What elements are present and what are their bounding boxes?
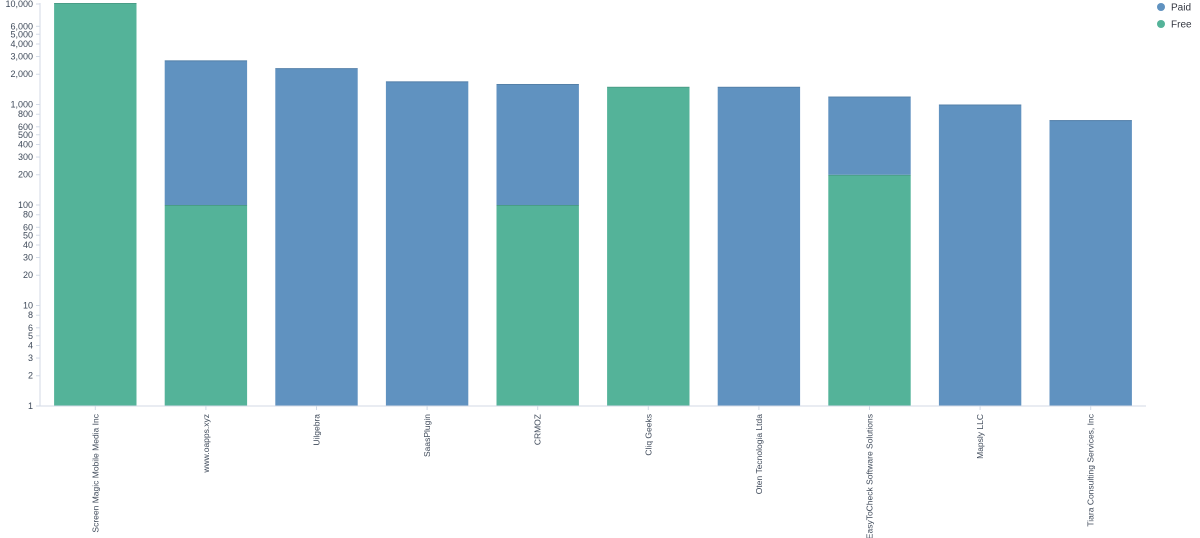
y-tick-label: 200	[18, 170, 33, 180]
y-tick-label: 6,000	[10, 21, 33, 31]
y-tick-label: 3,000	[10, 52, 33, 62]
y-tick-label: 600	[18, 122, 33, 132]
legend-label-free: Free	[1171, 20, 1192, 31]
legend-label-paid: Paid	[1171, 3, 1191, 14]
y-tick-label: 50	[23, 230, 33, 240]
y-tick-label: 1	[28, 401, 33, 411]
y-tick-label: 10,000	[5, 0, 33, 9]
legend: Paid Free	[1157, 3, 1192, 31]
y-tick-label: 40	[23, 240, 33, 250]
x-category-label: Oten Tecnologia Ltda	[754, 414, 764, 494]
x-category-label: Mapsly LLC	[975, 414, 985, 459]
bars-group	[54, 3, 1132, 407]
y-tick-label: 6	[28, 323, 33, 333]
y-tick-label: 400	[18, 139, 33, 149]
x-axis: Screen Magic Mobile Media Inc www.oapps.x…	[40, 405, 1146, 538]
y-tick-label: 60	[23, 222, 33, 232]
bar-paid-10[interactable]	[1049, 120, 1132, 406]
y-tick-label: 800	[18, 109, 33, 119]
y-tick-label: 5,000	[10, 29, 33, 39]
x-category-label: EasyToCheck Software Solutions	[865, 414, 875, 538]
y-tick-label: 500	[18, 130, 33, 140]
x-category-label: CRMOZ	[533, 414, 543, 445]
y-tick-label: 8	[28, 310, 33, 320]
bar-free-8[interactable]	[828, 174, 911, 406]
x-category-label: Uilgebra	[312, 414, 322, 446]
bar-paid-5[interactable]	[496, 83, 579, 205]
bar-free-2[interactable]	[164, 205, 248, 406]
x-category-label: Tiara Consulting Services, Inc	[1086, 413, 1096, 526]
bar-paid-8[interactable]	[828, 96, 911, 175]
bar-paid-3[interactable]	[275, 68, 358, 406]
y-tick-label: 100	[18, 200, 33, 210]
y-tick-label: 10	[23, 301, 33, 311]
bar-paid-2[interactable]	[164, 60, 248, 206]
x-category-label: Screen Magic Mobile Media Inc	[90, 413, 100, 532]
y-tick-label: 2	[28, 371, 33, 381]
y-tick-label: 4	[28, 340, 33, 350]
legend-dot-free	[1157, 20, 1165, 28]
bar-paid-4[interactable]	[385, 81, 469, 407]
bar-free-5[interactable]	[496, 205, 579, 406]
y-tick-label: 80	[23, 210, 33, 220]
legend-item-free[interactable]: Free	[1157, 20, 1192, 31]
y-tick-label: 1,000	[10, 100, 33, 110]
x-category-label: Cliq Geeks	[643, 414, 653, 456]
x-category-label: www.oapps.xyz	[201, 414, 211, 474]
y-tick-label: 4,000	[10, 39, 33, 49]
legend-item-paid[interactable]: Paid	[1157, 3, 1191, 14]
bar-paid-9[interactable]	[938, 104, 1022, 407]
y-tick-label: 2,000	[10, 69, 33, 79]
x-category-label: SaasPlugin	[422, 414, 432, 457]
y-tick-label: 300	[18, 152, 33, 162]
bar-free-1[interactable]	[54, 3, 137, 406]
y-tick-label: 30	[23, 253, 33, 263]
bar-free-6[interactable]	[607, 86, 690, 406]
y-tick-label: 3	[28, 353, 33, 363]
y-tick-label: 20	[23, 270, 33, 280]
bar-paid-7[interactable]	[717, 86, 801, 406]
y-tick-label: 5	[28, 331, 33, 341]
legend-dot-paid	[1157, 3, 1165, 11]
